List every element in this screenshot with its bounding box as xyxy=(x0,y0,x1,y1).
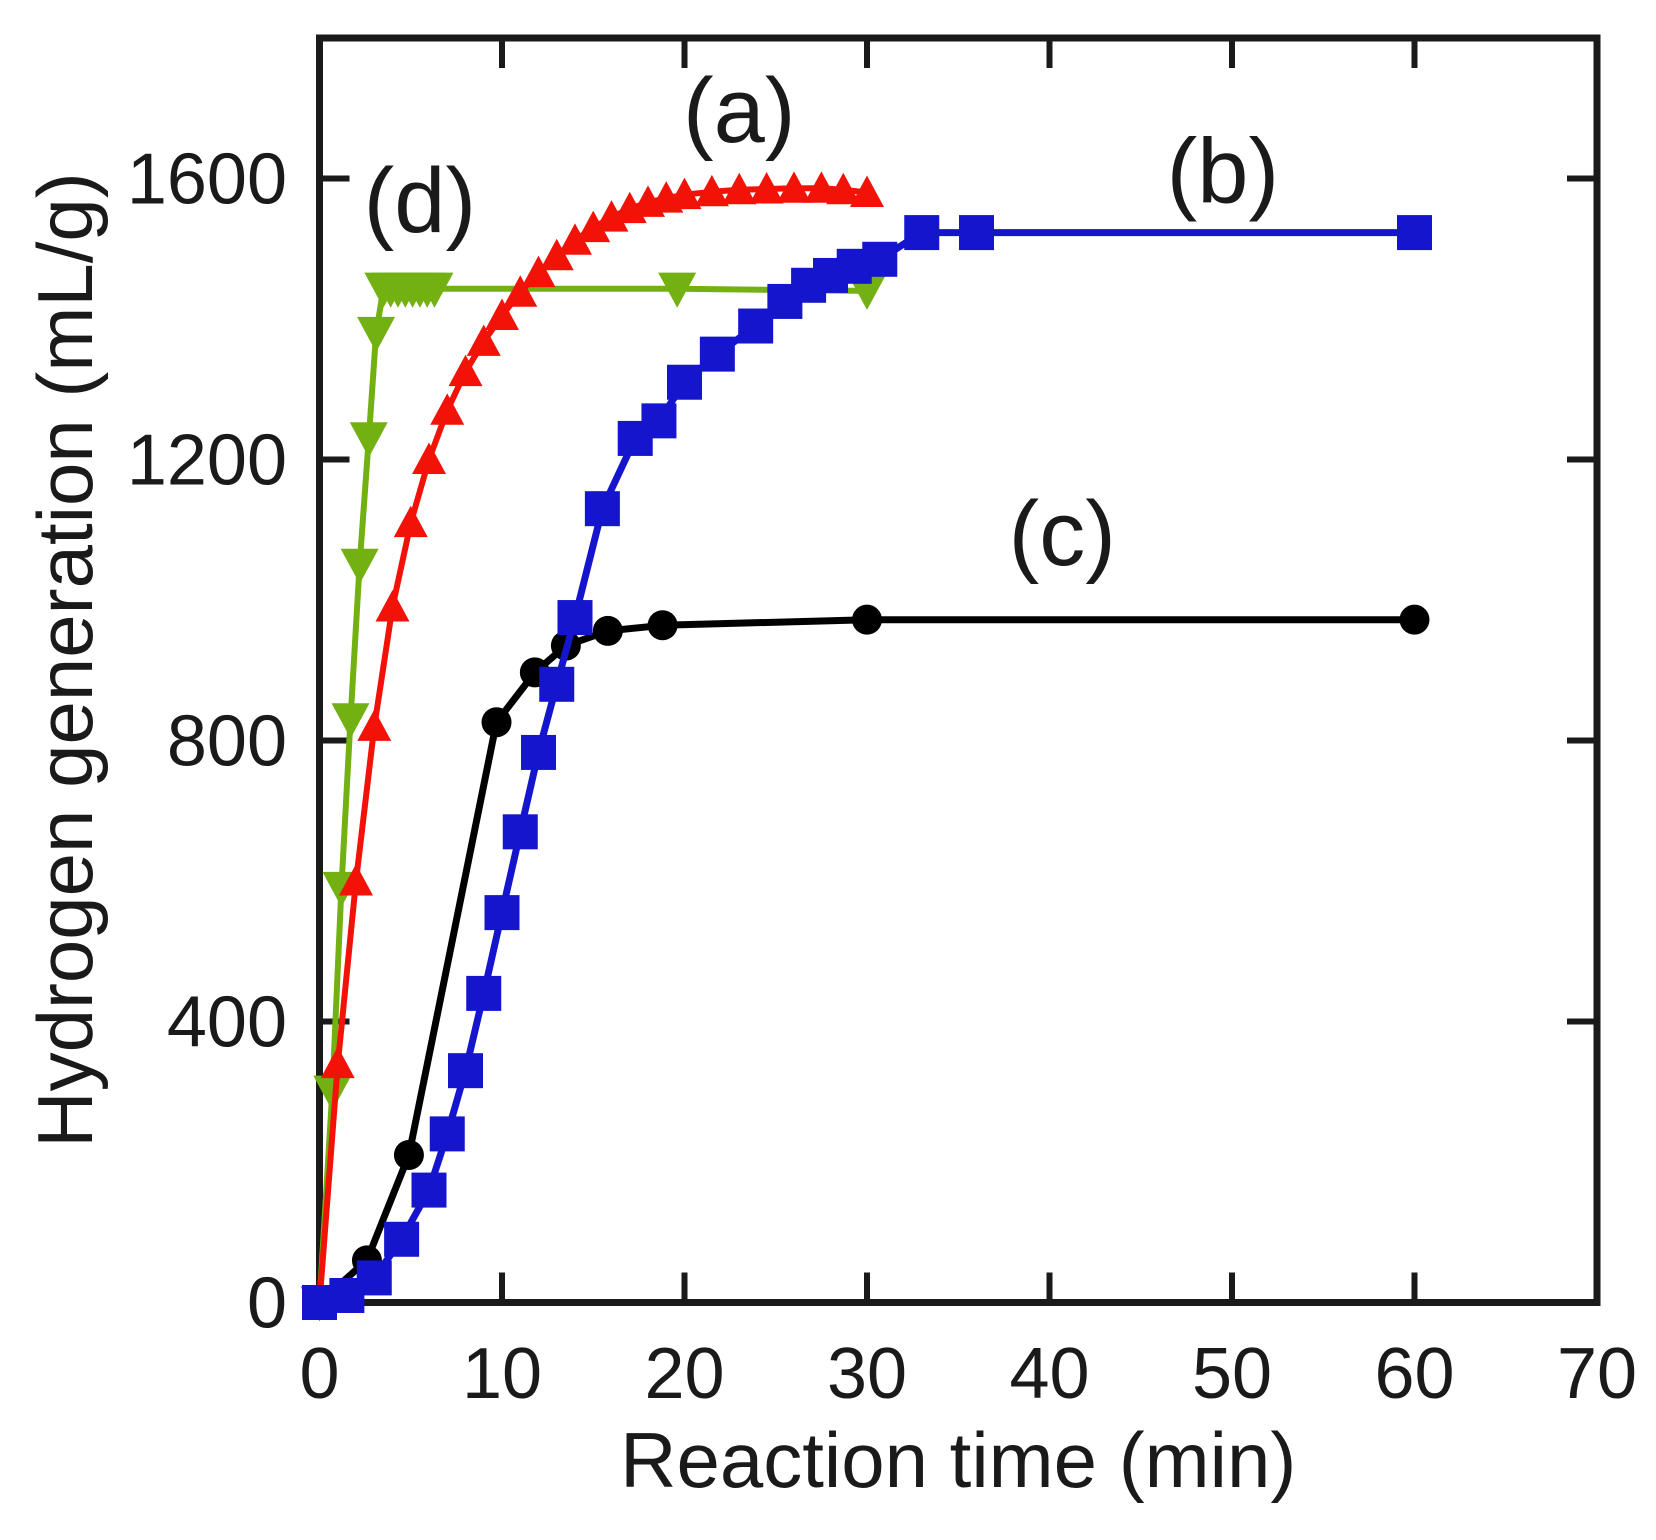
data-point-circle xyxy=(852,604,882,635)
y-tick-label: 400 xyxy=(167,983,287,1063)
data-point-circle xyxy=(481,707,512,738)
x-axis: 0 10 20 30 40 50 60 70 xyxy=(299,38,1637,1414)
data-point-triangle-up xyxy=(722,172,757,205)
x-tick-label: 30 xyxy=(827,1334,907,1414)
series-line-c xyxy=(317,616,1415,1306)
x-tick-label: 0 xyxy=(299,1334,339,1414)
data-point-square xyxy=(466,975,502,1011)
series-annotations: (a) (b) (c) (d) xyxy=(364,60,1279,585)
y-tick-label: 0 xyxy=(247,1264,287,1344)
data-point-square xyxy=(448,1053,483,1089)
data-point-square xyxy=(484,895,520,931)
data-point-triangle-up xyxy=(804,171,839,203)
data-point-square xyxy=(539,666,575,702)
data-point-triangle-up xyxy=(339,864,373,896)
series-label-b: (b) xyxy=(1167,120,1279,222)
x-tick-label: 10 xyxy=(462,1334,542,1414)
data-point-square xyxy=(667,364,702,400)
data-point-triangle-up xyxy=(521,255,556,288)
data-point-square xyxy=(384,1221,420,1257)
x-tick-label: 50 xyxy=(1192,1334,1272,1414)
x-tick-label: 70 xyxy=(1557,1334,1637,1414)
plot-border xyxy=(316,34,1601,1306)
data-point-triangle-up xyxy=(320,1046,355,1079)
data-point-circle xyxy=(647,610,678,641)
data-point-square xyxy=(521,734,556,770)
data-point-triangle-up xyxy=(576,210,611,243)
data-point-circle xyxy=(592,615,623,646)
data-point-square xyxy=(356,1260,392,1296)
data-point-circle xyxy=(393,1139,424,1170)
data-point-triangle-up xyxy=(749,172,784,204)
data-point-triangle-up xyxy=(826,172,861,205)
data-point-triangle-up xyxy=(448,354,483,387)
data-point-triangle-up xyxy=(667,177,702,210)
series-label-a: (a) xyxy=(683,60,795,162)
series-label-c: (c) xyxy=(1009,483,1116,585)
data-point-triangle-down xyxy=(415,272,454,308)
data-point-triangle-up xyxy=(503,275,538,307)
data-point-triangle-up xyxy=(777,171,811,203)
series-label-d: (d) xyxy=(364,150,476,252)
data-point-square xyxy=(862,241,898,277)
data-point-triangle-up xyxy=(393,505,428,538)
data-point-square xyxy=(959,215,994,251)
data-point-square xyxy=(1397,215,1432,251)
data-point-triangle-up xyxy=(539,238,574,271)
y-axis-title: Hydrogen generation (mL/g) xyxy=(21,172,109,1148)
y-tick-label: 1200 xyxy=(127,421,287,501)
data-point-square xyxy=(584,491,620,527)
y-tick-label: 800 xyxy=(167,702,287,782)
x-axis-title: Reaction time (min) xyxy=(620,1416,1296,1504)
data-point-triangle-down xyxy=(349,422,388,458)
data-point-square xyxy=(641,403,677,439)
data-point-square xyxy=(904,215,940,251)
data-point-triangle-up xyxy=(412,442,446,474)
data-point-triangle-up xyxy=(850,175,884,207)
y-tick-label: 1600 xyxy=(127,140,287,220)
data-point-square xyxy=(557,600,593,636)
y-axis: 0 400 800 1200 1600 xyxy=(127,140,1597,1344)
data-point-triangle-up xyxy=(357,709,392,741)
x-tick-label: 20 xyxy=(644,1334,724,1414)
data-point-circle xyxy=(1399,604,1430,635)
series-a xyxy=(316,171,884,1303)
data-point-triangle-up xyxy=(466,324,501,356)
data-point-triangle-up xyxy=(485,298,519,330)
data-point-triangle-down xyxy=(331,703,370,739)
data-point-triangle-down xyxy=(340,548,379,584)
data-point-square xyxy=(502,814,538,850)
data-point-triangle-down xyxy=(313,1075,352,1111)
data-point-triangle-down xyxy=(357,316,396,353)
data-point-square xyxy=(429,1116,465,1152)
x-tick-label: 60 xyxy=(1374,1334,1454,1414)
data-point-square xyxy=(411,1172,447,1208)
data-point-triangle-down xyxy=(658,272,697,308)
data-point-triangle-up xyxy=(594,200,629,232)
data-point-triangle-up xyxy=(375,590,410,622)
series-b xyxy=(302,215,1432,1320)
x-tick-label: 40 xyxy=(1009,1334,1089,1414)
data-point-square xyxy=(738,308,774,344)
data-point-triangle-up xyxy=(430,393,465,425)
data-point-triangle-up xyxy=(558,223,592,255)
data-point-square xyxy=(699,336,735,372)
data-point-triangle-up xyxy=(694,174,729,207)
